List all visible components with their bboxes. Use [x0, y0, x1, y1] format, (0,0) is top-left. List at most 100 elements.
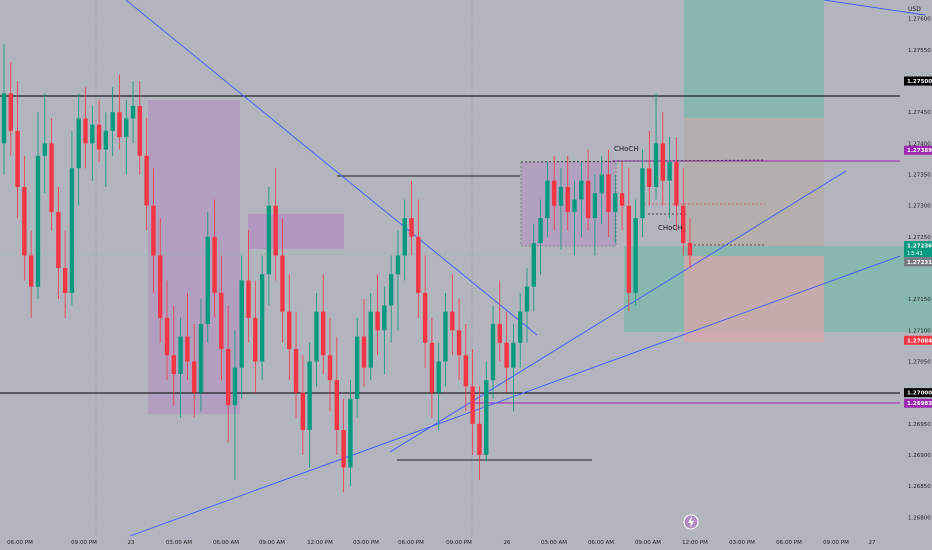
- y-tick-label: 1.27550: [908, 48, 931, 54]
- candle-body: [341, 430, 346, 468]
- candle-body: [198, 324, 204, 393]
- candle-body: [375, 311, 380, 331]
- y-tick-label: 1.27100: [908, 328, 931, 334]
- candle-body: [640, 168, 645, 219]
- candle-body: [354, 336, 360, 399]
- candle-body: [558, 186, 564, 206]
- candle-body: [96, 124, 102, 150]
- price-label-box: [904, 257, 932, 267]
- candle-body: [15, 130, 20, 187]
- x-tick-label: 06:00 PM: [776, 540, 802, 546]
- candle-body: [395, 255, 401, 275]
- choch-label-2: CHoCH: [658, 224, 683, 232]
- y-tick-label: 1.27600: [908, 17, 931, 23]
- candle-body: [626, 205, 632, 293]
- candle-body: [334, 380, 340, 431]
- candle-body: [585, 180, 591, 219]
- candle-body: [450, 311, 455, 331]
- x-tick-label: 09:00 PM: [823, 540, 849, 546]
- price-label-text: 1.27236: [907, 244, 932, 250]
- x-tick-label: 09:00 AM: [259, 540, 285, 546]
- candle-body: [287, 311, 292, 350]
- candle-body: [579, 180, 584, 200]
- candle-body: [8, 93, 13, 131]
- price-label-text: 1.27231: [907, 260, 932, 266]
- candle-body: [361, 336, 367, 368]
- price-label-text: 1.27500: [907, 79, 932, 85]
- candle-body: [382, 305, 387, 331]
- x-tick-label: 23: [128, 540, 135, 546]
- price-label-box: [904, 241, 932, 258]
- x-tick-label: 06:00 AM: [588, 540, 614, 546]
- candle-body: [327, 355, 333, 381]
- candle-body: [511, 342, 516, 368]
- candle-body: [137, 105, 143, 156]
- candle-body: [606, 174, 611, 212]
- candle-body: [551, 180, 557, 206]
- x-tick-label: 09:00 PM: [446, 540, 472, 546]
- x-tick-label: 09:00 AM: [635, 540, 661, 546]
- candle-body: [191, 361, 197, 393]
- choch-line-1: [520, 159, 766, 163]
- candle-body: [239, 280, 244, 368]
- candle-body: [69, 168, 75, 293]
- candle-body: [273, 205, 278, 256]
- candle-body: [599, 174, 604, 194]
- price-label-text: 1.27389: [907, 148, 932, 154]
- price-label-text: 1.27000: [907, 391, 932, 397]
- price-label-countdown: 13:41: [907, 251, 923, 257]
- candle-body: [409, 218, 414, 237]
- candle-body: [681, 205, 686, 244]
- candle-body: [490, 324, 496, 381]
- x-tick-label: 26: [504, 540, 511, 546]
- candle-body: [151, 205, 156, 256]
- price-label-box: [904, 335, 932, 345]
- candle-body: [22, 186, 27, 256]
- x-tick-label: 03:00 PM: [353, 540, 379, 546]
- y-tick-label: 1.27350: [908, 173, 931, 179]
- y-tick-label: 1.26850: [908, 484, 931, 490]
- x-tick-label: 06:00 PM: [7, 540, 33, 546]
- candle-body: [667, 162, 672, 181]
- supply-zone-2: [248, 214, 344, 249]
- y-axis[interactable]: 1.27600 1.27550 1.27450 1.27400 1.27350 1.273…: [908, 17, 931, 522]
- candle-body: [76, 118, 81, 169]
- candle-body: [164, 317, 170, 356]
- x-tick-label: 03:00 AM: [166, 540, 192, 546]
- y-tick-label: 1.27400: [908, 141, 931, 147]
- candle-body: [307, 361, 312, 431]
- candle-body: [83, 118, 88, 144]
- candle-body: [674, 162, 679, 206]
- x-axis[interactable]: 06:00 PM 09:00 PM 23 03:00 AM 06:00 AM 09:00 …: [7, 540, 876, 546]
- y-tick-label: 1.27450: [908, 110, 931, 116]
- y-tick-label: 1.26950: [908, 422, 931, 428]
- y-tick-label: 1.27050: [908, 359, 931, 365]
- candle-body: [484, 380, 489, 455]
- candle-body: [633, 218, 638, 293]
- candle-body: [171, 355, 177, 374]
- candle-body: [436, 361, 441, 393]
- levels: [0, 95, 900, 461]
- price-label-box: [904, 398, 932, 408]
- candle-body: [178, 336, 183, 374]
- x-tick-label: 03:00 PM: [729, 540, 755, 546]
- session-separators: [95, 0, 473, 536]
- choch-label-1: CHoCH: [614, 145, 639, 153]
- candle-body: [225, 349, 231, 406]
- candle-body: [266, 205, 272, 275]
- candle-body: [470, 386, 475, 424]
- candle-body: [280, 255, 285, 312]
- price-label-text: 1.26983: [907, 401, 932, 407]
- candle-body: [592, 193, 598, 219]
- y-tick-label: 1.27250: [908, 235, 931, 241]
- y-tick-label: 1.27300: [908, 204, 931, 210]
- candle-body: [1, 93, 7, 144]
- candle-body: [613, 193, 618, 212]
- candle-body: [517, 311, 523, 343]
- candle-body: [35, 155, 41, 287]
- candle-body: [110, 112, 115, 131]
- long-stop-zone: [684, 256, 824, 342]
- candle-body: [28, 255, 34, 287]
- price-label-text: 1.27084: [907, 338, 932, 344]
